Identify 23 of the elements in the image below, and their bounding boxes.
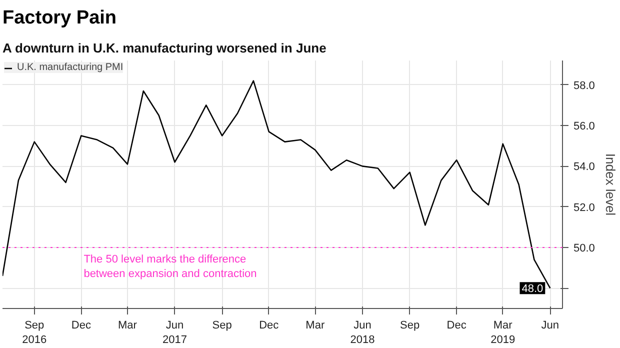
x-tick-label: Dec	[71, 320, 92, 332]
x-tick-label: Sep	[212, 320, 232, 332]
y-tick-label: 58.0	[574, 80, 595, 92]
x-tick-label: Mar	[306, 320, 325, 332]
data-label: 48.0	[522, 283, 544, 296]
y-tick-label: 54.0	[574, 161, 595, 174]
y-tick-label: 52.0	[574, 202, 595, 214]
y-tick-label: 56.0	[574, 120, 595, 133]
x-tick-label: Mar 2019	[490, 320, 516, 346]
x-tick-label: Dec	[259, 320, 280, 332]
x-tick-label: Jun 2018	[350, 320, 375, 346]
x-tick-label: Sep 2016	[22, 320, 47, 346]
chart-subtitle: A downturn in U.K. manufacturing worsened in June	[2, 40, 326, 56]
legend-label: U.K. manufacturing PMI	[17, 62, 124, 73]
x-tick-label: Jun	[541, 320, 560, 332]
y-axis-title: Index level	[602, 153, 618, 216]
y-tick-label: 50.0	[574, 242, 595, 255]
ref-line-label: The 50 level marks the difference between expansion and contraction	[84, 254, 257, 280]
x-tick-label: Jun 2017	[162, 320, 188, 346]
chart-title: Factory Pain	[2, 8, 117, 28]
x-tick-label: Mar	[118, 320, 138, 332]
x-tick-label: Sep	[400, 320, 420, 332]
x-tick-label: Dec	[446, 320, 467, 332]
